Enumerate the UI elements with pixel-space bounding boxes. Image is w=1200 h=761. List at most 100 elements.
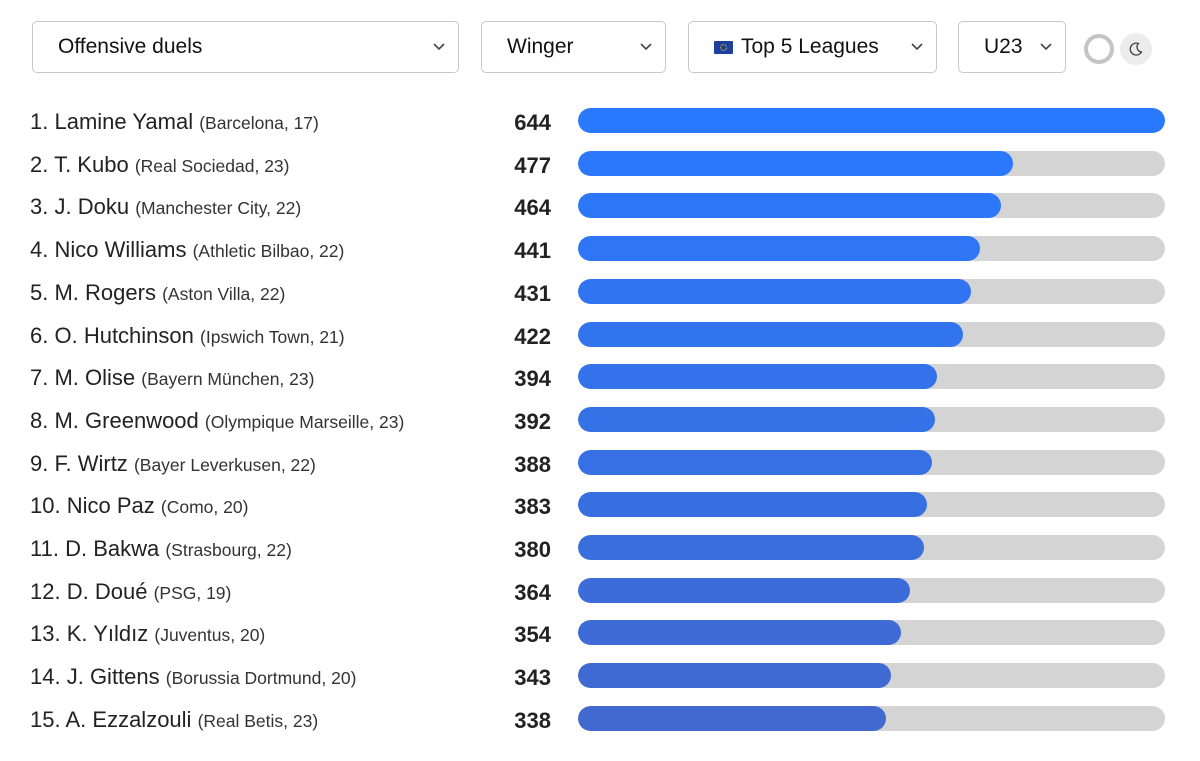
metric-select[interactable]: Offensive duels <box>32 21 459 73</box>
table-row: 6. O. Hutchinson (Ipswich Town, 21) 422 <box>0 316 1200 359</box>
data-label: 392 <box>514 408 551 434</box>
moon-icon <box>1129 42 1143 56</box>
bar-track <box>578 364 1165 390</box>
table-row: 15. A. Ezzalzouli (Real Betis, 23) 338 <box>0 700 1200 743</box>
rank-number: 1. <box>30 109 49 134</box>
data-label: 644 <box>514 110 551 135</box>
player-club-age: (Barcelona, 17) <box>199 113 319 133</box>
data-label: 431 <box>514 280 551 306</box>
player-club-age: (Borussia Dortmund, 20) <box>165 668 357 689</box>
rank-number: 13. <box>30 621 61 647</box>
league-select-label: Top 5 Leagues <box>741 35 879 58</box>
player-name: M. Olise <box>54 365 136 391</box>
chevron-down-icon <box>433 43 445 51</box>
data-label: 364 <box>514 579 551 605</box>
bar-track <box>578 150 1165 176</box>
table-row: 8. M. Greenwood (Olympique Marseille, 23… <box>0 401 1200 444</box>
rank-number: 3. <box>30 194 49 220</box>
bar <box>578 321 963 347</box>
metric-select-label: Offensive duels <box>58 35 203 58</box>
light-theme-toggle[interactable] <box>1084 34 1114 64</box>
player-club-age: (Manchester City, 22) <box>135 198 302 219</box>
player-club-age: (Como, 20) <box>160 497 249 518</box>
bar <box>578 364 938 390</box>
age-select[interactable]: U23 <box>958 21 1066 73</box>
player-club-age: (Bayer Leverkusen, 22) <box>133 454 316 475</box>
player-name: M. Rogers <box>54 279 156 305</box>
data-label: 422 <box>514 323 551 349</box>
data-label: 464 <box>514 195 551 221</box>
bar <box>578 406 936 432</box>
position-select-label: Winger <box>507 35 574 58</box>
player-club-age: (Juventus, 20) <box>154 625 266 646</box>
player-name: O. Hutchinson <box>54 322 194 348</box>
player-name: Lamine Yamal <box>54 109 194 134</box>
rank-number: 2. <box>30 151 49 177</box>
player-name: K. Yıldız <box>66 621 149 647</box>
bar-track <box>578 278 1165 304</box>
data-label: 383 <box>514 494 551 520</box>
player-club-age: (Real Betis, 23) <box>197 710 319 731</box>
player-name: J. Gittens <box>66 664 160 690</box>
player-label: 10. Nico Paz (Como, 20) <box>30 493 248 519</box>
player-label: 2. T. Kubo (Real Sociedad, 23) <box>30 152 289 178</box>
player-club-age: (Bayern München, 23) <box>141 369 315 390</box>
bar-track <box>578 663 1165 689</box>
bar-track <box>578 492 1165 518</box>
player-label: 13. K. Yıldız (Juventus, 20) <box>30 621 265 647</box>
table-row: 5. M. Rogers (Aston Villa, 22) 431 <box>0 273 1200 316</box>
data-label: 394 <box>514 366 551 392</box>
player-label: 6. O. Hutchinson (Ipswich Town, 21) <box>30 323 345 349</box>
bar <box>578 278 971 304</box>
player-name: Nico Paz <box>66 493 155 519</box>
player-name: D. Bakwa <box>65 536 160 561</box>
player-club-age: (Athletic Bilbao, 22) <box>192 241 345 262</box>
bar-track <box>578 705 1165 731</box>
bar-track <box>578 108 1165 133</box>
table-row: 4. Nico Williams (Athletic Bilbao, 22) 44… <box>0 230 1200 273</box>
position-select[interactable]: Winger <box>481 21 666 73</box>
rank-number: 5. <box>30 279 49 305</box>
player-label: 15. A. Ezzalzouli (Real Betis, 23) <box>30 707 318 733</box>
bar-track <box>578 236 1165 262</box>
league-select[interactable]: Top 5 Leagues <box>688 21 937 73</box>
player-label: 1. Lamine Yamal (Barcelona, 17) <box>30 109 319 135</box>
rank-number: 4. <box>30 237 49 263</box>
chevron-down-icon <box>1040 43 1052 51</box>
rank-number: 15. <box>30 706 61 732</box>
rank-number: 9. <box>30 450 49 476</box>
rank-number: 10. <box>30 493 61 519</box>
player-name: T. Kubo <box>54 151 129 177</box>
player-club-age: (PSG, 19) <box>153 582 232 603</box>
player-label: 12. D. Doué (PSG, 19) <box>30 579 231 605</box>
age-select-label: U23 <box>984 35 1023 58</box>
data-label: 388 <box>514 451 551 477</box>
data-label: 338 <box>514 707 551 733</box>
eu-flag-icon <box>714 41 733 54</box>
bar <box>578 150 1013 176</box>
data-label: 477 <box>514 152 551 178</box>
bar-track <box>578 577 1165 603</box>
player-name: Nico Williams <box>54 237 187 263</box>
bar-track <box>578 193 1165 219</box>
bar <box>578 236 980 262</box>
bar <box>578 705 887 731</box>
rank-number: 12. <box>30 578 61 604</box>
player-name: A. Ezzalzouli <box>65 706 192 732</box>
bar-track <box>578 321 1165 347</box>
table-row: 14. J. Gittens (Borussia Dortmund, 20) 34… <box>0 657 1200 700</box>
data-label: 380 <box>514 537 551 562</box>
dark-theme-toggle[interactable] <box>1120 33 1152 65</box>
bar <box>578 535 925 560</box>
table-row: 9. F. Wirtz (Bayer Leverkusen, 22) 388 <box>0 444 1200 487</box>
rank-number: 8. <box>30 407 49 433</box>
table-row: 3. J. Doku (Manchester City, 22) 464 <box>0 187 1200 230</box>
table-row: 11. D. Bakwa (Strasbourg, 22) 380 <box>0 529 1200 572</box>
bar-track <box>578 406 1165 432</box>
player-name: D. Doué <box>66 578 148 604</box>
player-label: 5. M. Rogers (Aston Villa, 22) <box>30 280 285 306</box>
chevron-down-icon <box>911 43 923 51</box>
player-label: 9. F. Wirtz (Bayer Leverkusen, 22) <box>30 451 316 477</box>
table-row: 7. M. Olise (Bayern München, 23) 394 <box>0 358 1200 401</box>
player-club-age: (Ipswich Town, 21) <box>200 326 345 347</box>
